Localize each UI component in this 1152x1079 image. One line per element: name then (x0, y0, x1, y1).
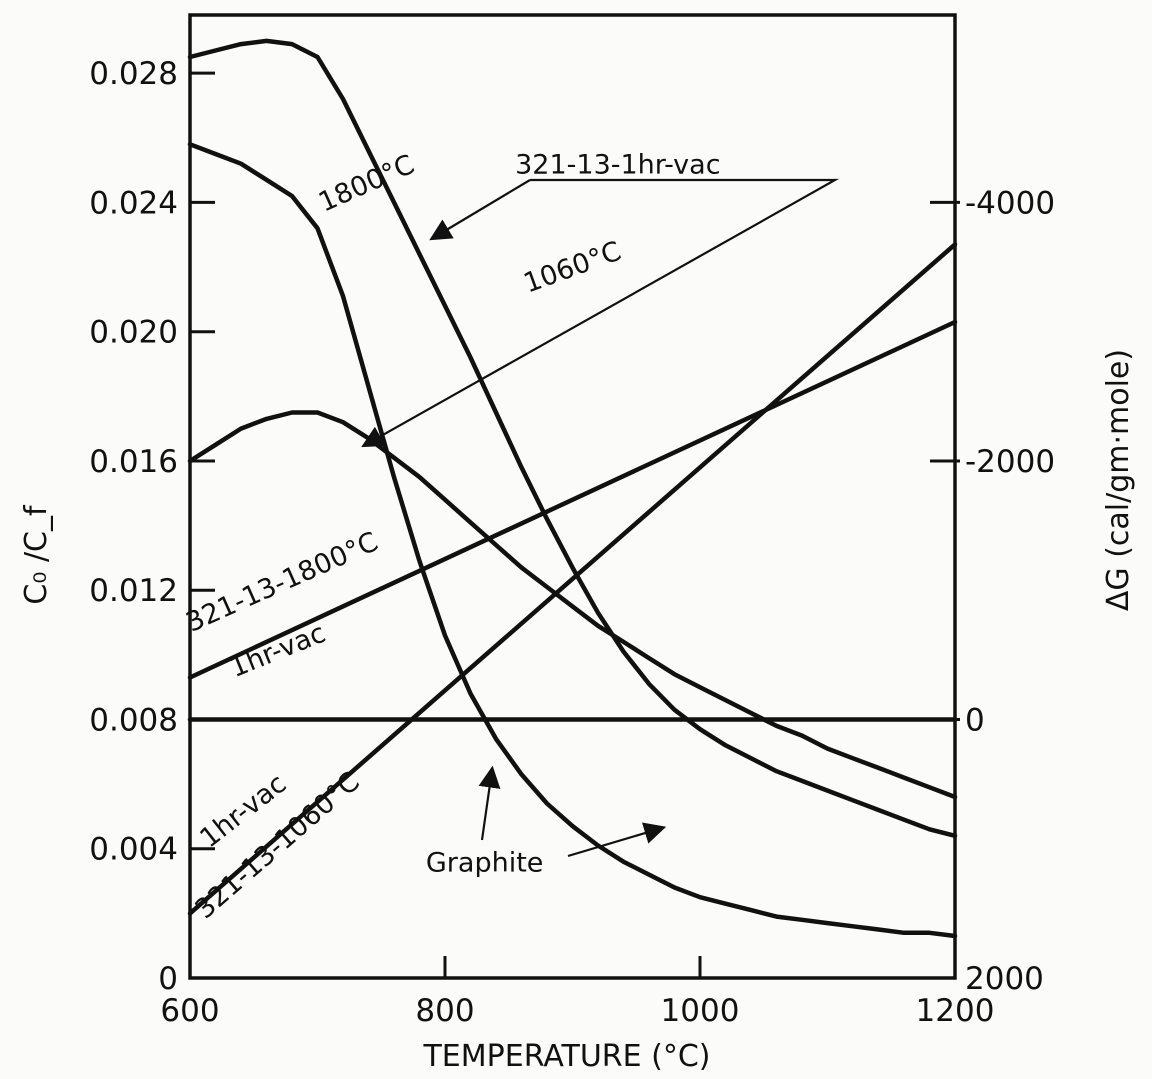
series-line-5 (187, 242, 958, 916)
y2-tick-label: -4000 (965, 185, 1055, 221)
y-tick-label: 0.004 (89, 832, 178, 868)
y-tick-label: 0.020 (89, 315, 178, 351)
y-tick-label: 0.028 (89, 56, 178, 92)
x-tick-label: 800 (415, 993, 474, 1029)
y-tick-label: 0.016 (89, 444, 178, 480)
series-line-3 (187, 410, 958, 800)
series-line-1 (187, 38, 958, 839)
plot-frame (188, 13, 957, 980)
y-tick-label: 0 (158, 961, 178, 997)
annotation-label: 1hr-vac (226, 618, 330, 684)
series-line-4 (187, 319, 958, 680)
annotation-label: 321-13-1hr-vac (515, 149, 720, 180)
y-tick-label: 0.008 (89, 702, 178, 738)
x-tick-label: 1200 (916, 993, 995, 1029)
x-axis-title: TEMPERATURE (°C) (422, 1039, 710, 1074)
leader-arrow (567, 822, 667, 858)
annotation-label: Graphite (426, 847, 544, 878)
leader-arrow (361, 178, 840, 448)
y2-tick-label: 2000 (965, 961, 1044, 997)
y2-tick-label: 0 (965, 702, 985, 738)
annotation-label: 1800°C (314, 149, 419, 218)
leader-arrow (429, 179, 531, 241)
x-tick-label: 600 (160, 993, 219, 1029)
annotation-label: 321-13-1800°C (182, 526, 383, 638)
y-axis-title: C₀ /C_f (19, 504, 54, 605)
annotation-label: 1060°C (520, 236, 626, 300)
y-tick-label: 0.024 (89, 185, 178, 221)
y2-axis-title: ΔG (cal/gm·mole) (1101, 349, 1136, 611)
leader-arrow (478, 765, 501, 841)
series-line-2 (187, 142, 958, 939)
x-tick-label: 1000 (661, 993, 740, 1029)
y-tick-label: 0.012 (89, 573, 178, 609)
y2-tick-label: -2000 (965, 444, 1055, 480)
